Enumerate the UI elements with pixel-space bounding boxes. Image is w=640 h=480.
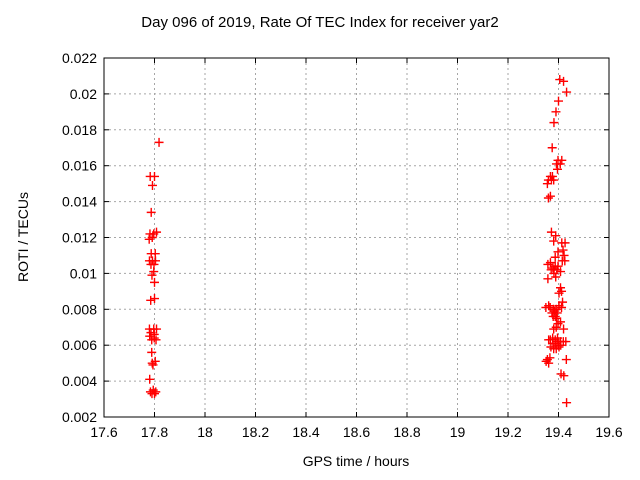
data-point-marker [150, 277, 159, 287]
data-point-marker [151, 387, 161, 397]
y-tick-label: 0.02 [70, 86, 97, 102]
data-point-marker [545, 258, 555, 268]
data-points [144, 75, 572, 408]
data-point-marker [557, 286, 567, 296]
data-point-marker [559, 371, 569, 381]
x-tick-label: 19.6 [595, 424, 622, 440]
data-point-marker [560, 238, 570, 248]
y-tick-label: 0.016 [62, 158, 97, 174]
y-axis-label: ROTI / TECUs [15, 192, 31, 282]
x-tick-label: 18.2 [242, 424, 269, 440]
data-point-marker [542, 179, 552, 189]
data-point-marker [561, 355, 571, 365]
data-point-marker [146, 295, 156, 305]
data-point-marker [560, 256, 570, 266]
x-tick-labels: 17.6 17.8 18 18.2 18.4 18.6 18.8 19 19.2 19.4 19.6 [90, 424, 622, 440]
data-point-marker [557, 303, 567, 313]
data-point-marker [152, 324, 162, 334]
x-tick-label: 17.8 [141, 424, 168, 440]
x-tick-label: 18.4 [292, 424, 319, 440]
data-point-marker [549, 118, 559, 128]
data-point-marker [556, 317, 566, 327]
data-point-marker [150, 171, 159, 181]
y-tick-label: 0.01 [70, 265, 97, 281]
data-point-marker [562, 398, 572, 408]
data-point-marker [552, 164, 562, 174]
data-point-marker [148, 360, 158, 370]
data-point-marker [554, 96, 563, 106]
x-tick-label: 19.2 [494, 424, 521, 440]
data-point-marker [151, 335, 161, 345]
data-point-marker [554, 342, 564, 352]
x-tick-label: 19.4 [545, 424, 572, 440]
y-tick-label: 0.008 [62, 301, 97, 317]
y-tick-label: 0.018 [62, 122, 97, 138]
data-point-marker [551, 322, 561, 332]
data-point-marker [553, 247, 563, 257]
y-tick-label: 0.006 [62, 337, 97, 353]
data-point-marker [550, 252, 560, 262]
data-point-marker [147, 180, 157, 190]
y-tick-label: 0.014 [62, 194, 97, 210]
y-tick-labels: 0.002 0.004 0.006 0.008 0.01 0.012 0.014 0.016 0… [62, 50, 97, 425]
data-point-marker [551, 272, 561, 282]
axis-ticks [103, 57, 610, 418]
data-point-marker [559, 76, 569, 86]
gridlines [104, 58, 609, 417]
data-point-marker [562, 87, 572, 97]
x-tick-label: 18 [197, 424, 213, 440]
data-point-marker [551, 107, 561, 117]
data-point-marker [150, 294, 159, 304]
data-point-marker [561, 337, 571, 347]
data-point-marker [556, 340, 566, 350]
data-point-marker [558, 245, 568, 255]
data-point-marker [544, 301, 554, 311]
x-tick-label: 18.6 [343, 424, 370, 440]
data-point-marker [150, 389, 159, 399]
data-point-marker [559, 324, 569, 334]
data-point-marker [555, 75, 565, 85]
data-point-marker [146, 207, 156, 217]
data-point-marker [549, 175, 559, 185]
data-point-marker [549, 236, 559, 246]
data-point-marker [147, 270, 157, 280]
data-point-marker [544, 358, 554, 368]
y-tick-label: 0.012 [62, 230, 97, 246]
x-axis-label: GPS time / hours [303, 453, 410, 469]
data-point-marker [147, 233, 157, 242]
y-tick-label: 0.004 [62, 373, 97, 389]
data-point-marker [543, 274, 553, 284]
x-tick-label: 18.8 [393, 424, 420, 440]
data-point-marker [545, 191, 555, 201]
x-tick-label: 19 [450, 424, 466, 440]
chart-title: Day 096 of 2019, Rate Of TEC Index for r… [141, 14, 498, 31]
data-point-marker [147, 347, 157, 357]
data-point-marker [551, 231, 561, 241]
data-point-marker [152, 227, 162, 237]
data-point-marker [559, 250, 569, 260]
data-point-marker [154, 137, 164, 147]
data-point-marker [145, 374, 155, 384]
y-tick-label: 0.022 [62, 50, 97, 66]
data-point-marker [556, 267, 566, 277]
data-point-marker [555, 159, 565, 169]
data-point-marker [548, 263, 558, 273]
data-point-marker [547, 143, 557, 153]
x-tick-label: 17.6 [90, 424, 117, 440]
y-tick-label: 0.002 [62, 409, 97, 425]
data-point-marker [543, 193, 553, 203]
